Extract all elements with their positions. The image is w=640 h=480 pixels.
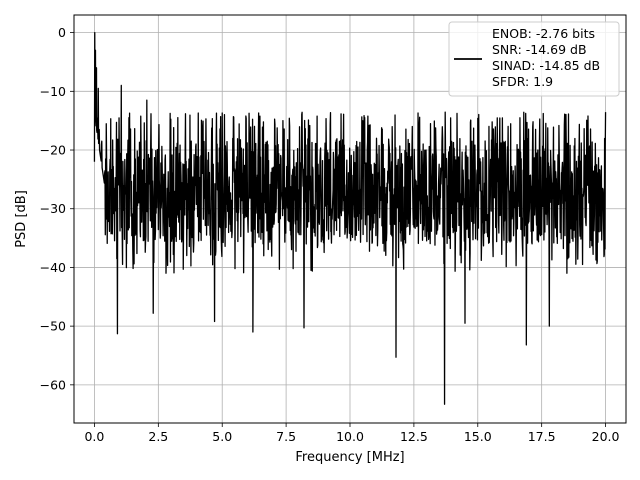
y-tick-label: −20 (40, 143, 66, 158)
psd-plot-area (93, 31, 607, 405)
y-tick-label: −10 (40, 84, 66, 99)
x-tick-label: 0.0 (84, 429, 104, 444)
x-tick-label: 2.5 (148, 429, 168, 444)
y-tick-label: −30 (40, 201, 66, 216)
y-tick-label: −60 (40, 377, 66, 392)
y-tick-label: −50 (40, 319, 66, 334)
axis-ticks: 0.0 2.5 5.0 7.5 10.0 12.5 15.0 17.5 20.0 0 −10 −20 −… (40, 25, 620, 444)
x-tick-label: 20.0 (592, 429, 620, 444)
psd-series-line (93, 31, 607, 405)
x-tick-label: 5.0 (212, 429, 232, 444)
legend: ENOB: -2.76 bits SNR: -14.69 dB SINAD: -… (448, 21, 620, 97)
legend-line-enob: ENOB: -2.76 bits (492, 26, 595, 41)
x-tick-label: 7.5 (276, 429, 296, 444)
legend-box (448, 21, 620, 97)
x-axis-label: Frequency [MHz] (295, 450, 404, 465)
legend-line-sfdr: SFDR: 1.9 (492, 74, 553, 89)
y-tick-label: 0 (58, 25, 66, 40)
x-tick-label: 12.5 (400, 429, 428, 444)
x-tick-label: 17.5 (528, 429, 556, 444)
legend-line-sinad: SINAD: -14.85 dB (492, 58, 600, 73)
y-tick-label: −40 (40, 260, 66, 275)
x-tick-label: 10.0 (336, 429, 364, 444)
x-tick-label: 15.0 (464, 429, 492, 444)
legend-line-snr: SNR: -14.69 dB (492, 42, 587, 57)
y-axis-label: PSD [dB] (14, 190, 29, 248)
